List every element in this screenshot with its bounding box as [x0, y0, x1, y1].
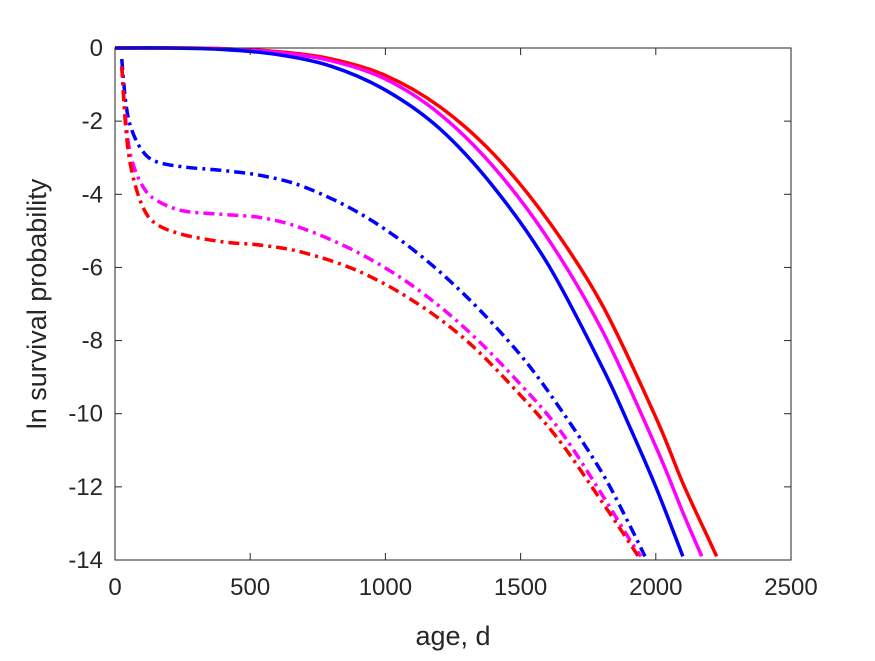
y-tick-label: -12	[68, 474, 103, 501]
x-tick-label: 2500	[764, 574, 817, 601]
y-tick-label: -10	[68, 401, 103, 428]
y-axis-ticks: 0 -2 -4 -6 -8 -10 -12 -14	[68, 35, 791, 574]
series-line-4	[120, 58, 647, 558]
y-tick-label: -14	[68, 547, 103, 574]
y-tick-label: -6	[82, 254, 103, 281]
y-tick-label: -4	[82, 181, 103, 208]
y-axis-label: ln survival probability	[22, 178, 52, 429]
x-tick-label: 500	[230, 574, 270, 601]
plot-area-border	[114, 47, 792, 561]
x-axis-label: age, d	[415, 621, 490, 651]
x-tick-label: 1500	[494, 574, 547, 601]
series-line-6	[120, 66, 640, 558]
y-tick-label: -2	[82, 108, 103, 135]
x-tick-label: 2000	[629, 574, 682, 601]
series-group	[114, 46, 719, 558]
y-tick-label: 0	[90, 35, 103, 62]
y-tick-label: -8	[82, 328, 103, 355]
x-tick-label: 0	[108, 574, 121, 601]
x-axis-ticks: 0 500 1000 1500 2000 2500	[108, 48, 818, 601]
series-line-2	[114, 46, 704, 558]
x-tick-label: 1000	[359, 574, 412, 601]
series-line-5	[120, 66, 643, 558]
series-line-3	[114, 46, 685, 557]
